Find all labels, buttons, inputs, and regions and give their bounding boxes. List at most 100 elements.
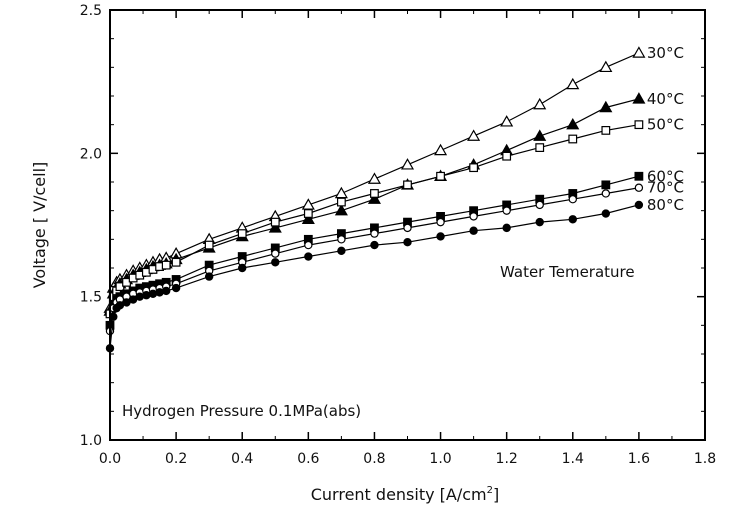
data-point: [135, 292, 144, 301]
x-tick-label: 0.2: [165, 451, 187, 467]
series-layer: [103, 46, 646, 353]
series-label: 50°C: [647, 116, 684, 134]
series-label: 30°C: [647, 44, 684, 62]
data-point: [533, 129, 547, 141]
data-point: [403, 223, 412, 233]
data-point: [303, 209, 313, 218]
data-point: [434, 143, 448, 156]
x-axis-title: Current density [A/cm2]: [311, 485, 500, 504]
data-point: [599, 60, 613, 73]
data-point: [271, 258, 280, 267]
data-point: [370, 189, 379, 198]
series-line: [109, 124, 640, 315]
x-tick-label: 0.6: [297, 451, 319, 467]
x-tick-label: 1.8: [694, 451, 716, 467]
data-point: [469, 163, 479, 173]
data-point: [370, 240, 379, 250]
data-point: [436, 217, 445, 227]
data-point: [634, 200, 644, 210]
axis-ticks: 0.0 0.2 0.4 0.6 0.8 1.0 1.2 1.4 1.6 1.8 1.0 1.5 2.0 2…: [80, 3, 716, 467]
data-point: [337, 246, 346, 255]
series-label: 60°C: [647, 167, 684, 185]
series-label: 80°C: [647, 196, 684, 214]
y-tick-label: 2.0: [80, 146, 102, 162]
x-tick-label: 1.4: [562, 451, 584, 467]
data-point: [568, 194, 577, 204]
x-axis-title-superscript: 2: [487, 485, 493, 496]
data-point: [634, 171, 644, 181]
data-point: [566, 77, 580, 90]
series-70C-c: [105, 183, 644, 336]
series-80C-c: [105, 200, 644, 353]
data-point: [367, 192, 381, 204]
data-point: [336, 197, 346, 207]
data-point: [403, 237, 412, 247]
data-point: [632, 46, 646, 58]
data-point: [301, 198, 315, 210]
data-point: [601, 189, 611, 198]
plot-area-frame: [109, 9, 706, 441]
series-line: [109, 187, 640, 332]
data-point: [161, 286, 171, 296]
data-point: [568, 215, 577, 224]
data-point: [271, 249, 280, 258]
data-point: [400, 158, 415, 170]
hydrogen-pressure-annotation: Hydrogen Pressure 0.1MPa(abs): [122, 402, 361, 420]
data-point: [535, 200, 544, 210]
x-tick-label: 1.2: [496, 451, 518, 467]
data-point: [500, 115, 514, 127]
data-point: [142, 291, 151, 300]
y-axis-title: Voltage [ V/cell]: [30, 162, 49, 289]
data-point: [601, 125, 611, 135]
y-tick-label: 1.0: [80, 433, 102, 449]
data-point: [599, 100, 613, 113]
data-point: [171, 283, 181, 293]
series-label: 40°C: [647, 90, 684, 108]
y-tick-label: 1.5: [80, 290, 102, 306]
data-point: [634, 183, 644, 192]
data-point: [566, 117, 580, 130]
series-labels: 30°C 40°C 50°C 60°C70°C80°C: [647, 44, 684, 214]
data-point: [469, 226, 478, 235]
data-point: [204, 272, 214, 281]
data-point: [304, 252, 313, 261]
data-point: [367, 172, 381, 184]
data-point: [634, 120, 644, 130]
data-point: [301, 212, 315, 224]
data-point: [535, 217, 544, 227]
data-point: [502, 223, 511, 233]
data-point: [467, 129, 481, 141]
data-point: [568, 134, 578, 144]
data-point: [502, 206, 511, 215]
data-point: [436, 232, 445, 241]
data-point: [268, 221, 282, 233]
data-point: [632, 92, 646, 104]
data-point: [469, 212, 478, 221]
data-point: [334, 186, 348, 199]
data-point: [370, 229, 379, 238]
x-tick-label: 0.0: [99, 451, 121, 467]
data-point: [403, 180, 412, 190]
data-point: [533, 97, 547, 110]
series-40C-c: [103, 92, 646, 316]
x-tick-label: 0.4: [231, 451, 253, 467]
x-axis-title-end: ]: [493, 485, 499, 504]
data-point: [334, 203, 348, 216]
data-point: [155, 288, 164, 297]
data-point: [337, 235, 346, 244]
x-tick-label: 1.0: [429, 451, 451, 467]
series-label: 70°C: [647, 179, 684, 197]
data-point: [161, 260, 171, 270]
x-tick-label: 0.8: [363, 451, 385, 467]
series-50C-c: [105, 120, 644, 319]
data-point: [270, 217, 280, 227]
x-tick-label: 1.6: [628, 451, 650, 467]
data-point: [237, 229, 247, 239]
data-point: [304, 240, 313, 250]
water-temperature-annotation: Water Temerature: [500, 263, 635, 281]
data-point: [601, 209, 611, 218]
data-point: [171, 257, 181, 267]
data-point: [535, 143, 545, 153]
data-point: [238, 263, 247, 273]
